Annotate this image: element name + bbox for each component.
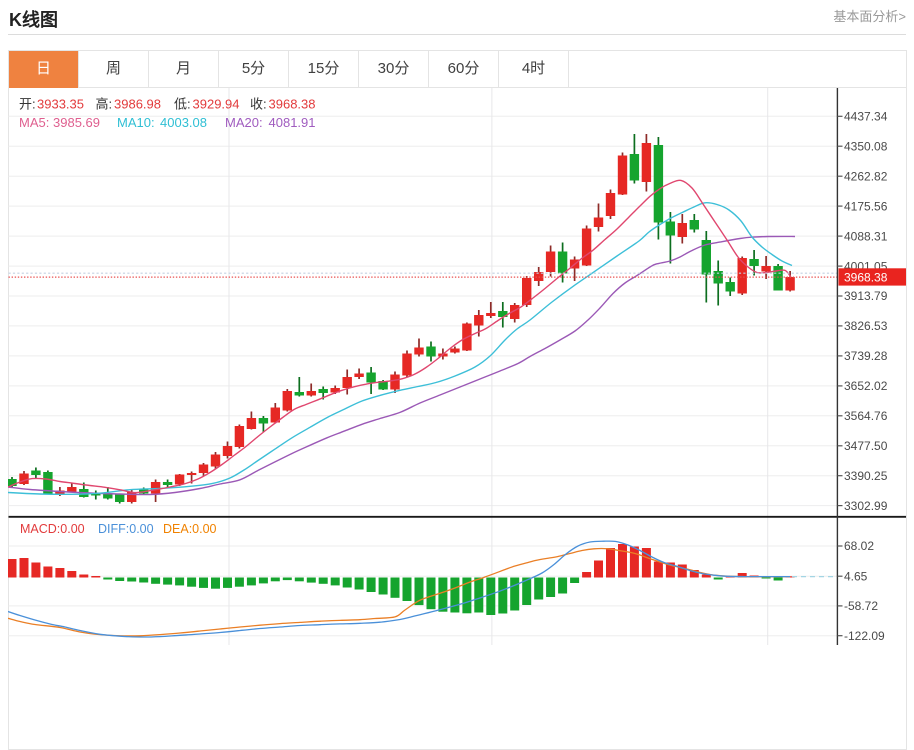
svg-text:低:: 低:: [174, 97, 191, 112]
svg-text:3913.79: 3913.79: [844, 289, 888, 303]
svg-text:3826.53: 3826.53: [844, 319, 888, 333]
svg-text:4175.56: 4175.56: [844, 199, 888, 213]
svg-text:开:: 开:: [19, 97, 36, 112]
svg-text:4262.82: 4262.82: [844, 169, 888, 183]
svg-text:高:: 高:: [96, 97, 113, 112]
svg-text:3390.25: 3390.25: [844, 469, 888, 483]
svg-text:MA20:: MA20:: [225, 115, 263, 130]
svg-text:4.65: 4.65: [844, 569, 868, 583]
svg-text:收:: 收:: [250, 97, 267, 112]
svg-text:68.02: 68.02: [844, 539, 874, 553]
svg-text:4437.34: 4437.34: [844, 110, 888, 124]
svg-text:4088.31: 4088.31: [844, 229, 888, 243]
svg-text:DIFF:0.00: DIFF:0.00: [98, 522, 154, 536]
svg-text:MACD:0.00: MACD:0.00: [20, 522, 85, 536]
svg-text:MA5:: MA5:: [19, 115, 49, 130]
svg-text:DEA:0.00: DEA:0.00: [163, 522, 217, 536]
svg-text:3652.02: 3652.02: [844, 379, 888, 393]
svg-text:3933.35: 3933.35: [37, 97, 84, 112]
svg-text:3986.98: 3986.98: [114, 97, 161, 112]
svg-text:-122.09: -122.09: [844, 629, 885, 643]
svg-text:3564.76: 3564.76: [844, 409, 888, 423]
svg-text:4081.91: 4081.91: [269, 115, 316, 130]
svg-text:3968.38: 3968.38: [269, 97, 316, 112]
svg-text:3968.38: 3968.38: [844, 271, 888, 285]
svg-text:3302.99: 3302.99: [844, 499, 888, 513]
svg-text:4003.08: 4003.08: [160, 115, 207, 130]
svg-text:4350.08: 4350.08: [844, 139, 888, 153]
svg-text:MA10:: MA10:: [117, 115, 155, 130]
svg-text:3477.50: 3477.50: [844, 439, 888, 453]
svg-text:3739.28: 3739.28: [844, 349, 888, 363]
svg-text:3985.69: 3985.69: [53, 115, 100, 130]
svg-text:-58.72: -58.72: [844, 599, 878, 613]
svg-text:3929.94: 3929.94: [193, 97, 240, 112]
